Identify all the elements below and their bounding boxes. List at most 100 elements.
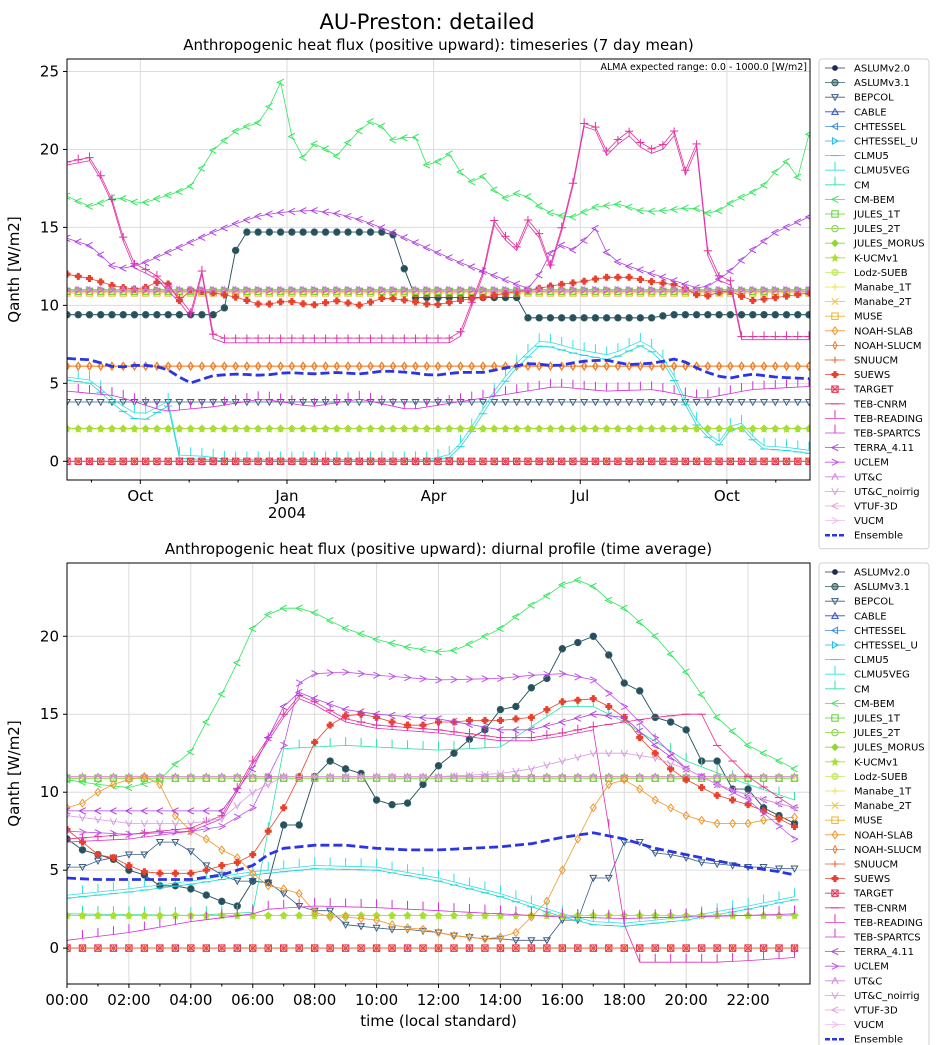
data-point <box>175 311 184 319</box>
data-point <box>280 804 288 812</box>
legend-entry: CABLE <box>825 107 887 118</box>
data-point <box>373 671 381 679</box>
data-point <box>466 944 473 952</box>
data-point <box>378 285 386 294</box>
legend-marker <box>831 772 839 781</box>
data-point <box>263 610 272 619</box>
data-point <box>624 424 634 433</box>
data-point <box>280 741 289 750</box>
legend-label: JULES_2T <box>853 728 901 739</box>
data-point <box>387 711 396 720</box>
data-point <box>232 786 241 794</box>
legend-label: Manabe_2T <box>854 801 912 812</box>
legend-marker <box>830 598 840 606</box>
data-point <box>321 145 330 153</box>
data-point <box>535 285 543 294</box>
data-point <box>422 244 431 252</box>
data-point <box>67 807 71 815</box>
legend-label: CM <box>854 684 870 695</box>
data-point <box>444 424 454 433</box>
data-point <box>760 295 768 303</box>
data-point <box>749 458 757 465</box>
data-point <box>715 398 724 407</box>
data-point <box>209 458 217 465</box>
data-point <box>625 285 633 294</box>
data-point <box>108 458 116 465</box>
data-point <box>547 361 553 372</box>
data-point <box>479 293 487 301</box>
data-point <box>67 944 71 952</box>
data-point <box>342 944 349 952</box>
data-point <box>481 944 489 952</box>
data-point <box>450 930 458 941</box>
data-point <box>491 458 498 465</box>
data-point <box>233 802 241 810</box>
data-point <box>265 210 273 218</box>
series-cm-bem <box>67 576 798 792</box>
data-point <box>523 398 533 407</box>
data-point <box>311 944 318 952</box>
legend-entry: CABLE <box>825 611 887 622</box>
data-point <box>434 715 442 723</box>
legend-entry: SUEWS <box>825 370 890 381</box>
data-point <box>187 826 195 836</box>
data-point <box>534 202 543 210</box>
data-point <box>568 398 577 407</box>
data-point <box>558 698 566 706</box>
data-point <box>791 835 799 843</box>
data-point <box>186 424 196 433</box>
data-point <box>97 285 105 294</box>
legend-marker <box>831 640 840 650</box>
data-point <box>165 361 171 372</box>
legend-label: TEB-CNRM <box>853 903 907 914</box>
data-point <box>744 944 752 952</box>
data-point <box>372 924 381 933</box>
data-point <box>377 424 387 433</box>
legend-label: Manabe_1T <box>854 283 912 294</box>
data-point <box>592 458 599 465</box>
data-point <box>357 923 366 931</box>
data-point <box>171 810 179 821</box>
data-point <box>266 458 273 465</box>
diurnal-chart: 0 5 10 15 20 00:00 02:00 04:00 06:00 08:00 10:00 12… <box>5 540 930 1045</box>
data-point <box>326 912 334 922</box>
data-point <box>233 813 242 821</box>
data-point <box>759 796 768 804</box>
data-point <box>588 710 597 718</box>
data-point <box>67 829 72 834</box>
data-point <box>110 944 117 952</box>
data-point <box>242 424 252 433</box>
legend-label: MUSE <box>854 312 883 323</box>
data-point <box>197 398 206 407</box>
legend: ASLUMv2.0 ASLUMv3.1 BEPCOL CABLE CHTESSEL CHT… <box>818 562 930 1045</box>
legend-entry: JULES_MORUS <box>825 743 925 754</box>
data-point <box>726 285 734 294</box>
data-point <box>512 398 521 407</box>
data-point <box>760 311 768 319</box>
data-point <box>141 944 148 952</box>
data-point <box>322 299 330 307</box>
legend-label: NOAH-SLUCM <box>854 845 922 856</box>
data-point <box>67 285 71 294</box>
data-point <box>342 912 350 922</box>
data-point <box>434 762 443 770</box>
data-point <box>125 775 133 785</box>
data-point <box>67 311 71 319</box>
x-tick-label: 10:00 <box>355 991 398 1009</box>
legend-entry: TEB-CNRM <box>825 399 907 410</box>
data-point <box>636 718 645 726</box>
data-point <box>794 458 801 465</box>
data-point <box>85 398 94 407</box>
legend-marker <box>830 107 840 115</box>
data-point <box>512 189 521 198</box>
data-point <box>399 424 409 433</box>
data-point <box>771 311 779 319</box>
series-terra-4-11 <box>67 206 810 293</box>
data-point <box>450 772 458 781</box>
data-point <box>310 609 319 617</box>
data-point <box>187 772 195 781</box>
data-point <box>366 285 375 294</box>
data-point <box>109 779 117 790</box>
data-point <box>373 915 381 925</box>
legend-label: Manabe_1T <box>854 787 912 798</box>
